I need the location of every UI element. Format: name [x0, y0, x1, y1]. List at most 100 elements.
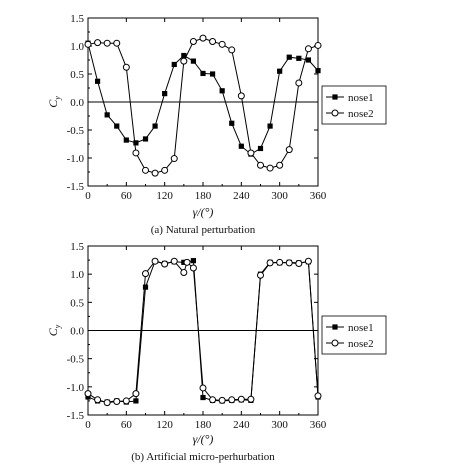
series-line-nose1: [87, 43, 319, 155]
data-point-nose1: [171, 61, 177, 68]
x-tick-label: 0: [85, 190, 91, 202]
data-point-nose1: [209, 71, 216, 77]
data-point-nose2: [170, 155, 178, 163]
chart-panel-2: 0 60 120 180 240 300 360 -1.5 -1.0 -0.5 0.0 0.5 1.0 1…: [46, 241, 387, 463]
data-point-nose2: [180, 57, 188, 65]
y-tick-label: 0.5: [70, 69, 84, 81]
data-point-nose2: [113, 397, 121, 405]
y-tick-label: 0.0: [70, 97, 84, 109]
data-point-nose2: [132, 149, 140, 157]
y-axis-label: Cy: [46, 96, 62, 108]
data-point-nose2: [304, 45, 312, 53]
data-point-nose1: [142, 136, 149, 142]
panel-caption: (b) Artificial micro-perhurbation: [131, 451, 275, 463]
data-point-nose2: [237, 92, 245, 100]
data-point-nose2: [228, 46, 236, 54]
data-point-nose2: [209, 38, 217, 46]
series-nose2: [84, 257, 322, 407]
data-point-nose1: [277, 68, 283, 74]
data-point-nose1: [305, 57, 312, 63]
data-point-nose2: [132, 390, 140, 398]
y-tick-label: 1.0: [70, 41, 84, 53]
data-point-nose2: [103, 399, 111, 407]
data-point-nose2: [257, 161, 264, 169]
data-point-nose2: [295, 79, 303, 87]
legend-marker-nose1: [332, 324, 338, 330]
x-tick-label: 300: [271, 190, 288, 202]
x-tick-label: 60: [121, 419, 133, 431]
y-tick-label: -0.5: [67, 125, 85, 137]
x-tick-label: 240: [233, 419, 250, 431]
y-tick-label: 1.5: [70, 241, 84, 253]
x-axis-label: γ/(°): [193, 205, 214, 219]
data-point-nose2: [183, 258, 191, 266]
series-line-nose2: [87, 260, 319, 404]
data-point-nose2: [247, 149, 255, 157]
data-point-nose2: [189, 38, 197, 46]
chart-panel-1: 0 60 120 180 240 300 360 -1.5 -1.0 -0.5 0.0 0.5 1.0 1…: [46, 13, 387, 236]
data-point-nose1: [257, 145, 264, 152]
data-point-nose1: [238, 143, 244, 149]
data-point-nose2: [314, 41, 322, 49]
legend-marker-nose1: [332, 94, 338, 100]
data-point-nose2: [276, 161, 284, 169]
x-tick-label: 240: [233, 190, 250, 202]
data-point-nose2: [180, 268, 188, 276]
y-tick-label: 1.5: [70, 13, 84, 25]
data-point-nose2: [266, 164, 274, 172]
data-point-nose2: [94, 39, 102, 47]
y-tick-label: 0.0: [70, 326, 84, 338]
legend: nose1 nose2: [321, 85, 387, 125]
data-point-nose2: [113, 39, 121, 47]
data-point-nose2: [218, 396, 226, 404]
data-point-nose1: [296, 55, 302, 61]
legend-box: [321, 315, 387, 355]
legend-label-nose1: nose1: [348, 322, 374, 334]
y-axis-label: Cy: [46, 324, 62, 336]
data-point-nose1: [123, 137, 129, 143]
data-point-nose2: [285, 259, 293, 267]
y-tick-label: -1.5: [67, 181, 85, 193]
data-point-nose2: [84, 390, 92, 398]
data-point-nose1: [114, 123, 120, 129]
data-point-nose1: [162, 91, 168, 97]
y-tick-label: 1.0: [70, 269, 84, 281]
data-point-nose2: [209, 396, 217, 404]
data-point-nose2: [228, 396, 236, 404]
data-point-nose2: [142, 270, 149, 278]
data-point-nose2: [122, 397, 130, 405]
data-point-nose2: [218, 40, 226, 48]
data-point-nose2: [199, 384, 207, 392]
x-tick-label: 120: [156, 190, 173, 202]
y-tick-label: -0.5: [67, 354, 85, 366]
legend-label-nose2: nose2: [348, 338, 374, 350]
data-point-nose2: [304, 257, 312, 265]
legend: nose1 nose2: [321, 315, 387, 355]
y-tick-label: -1.0: [67, 153, 85, 165]
data-point-nose2: [94, 396, 102, 404]
legend-label-nose1: nose1: [348, 92, 374, 104]
data-point-nose2: [257, 271, 264, 279]
data-point-nose2: [237, 395, 245, 403]
legend-marker-nose2: [331, 109, 339, 117]
data-point-nose2: [151, 257, 159, 265]
series-line-nose2: [87, 37, 319, 174]
x-tick-label: 180: [195, 419, 212, 431]
data-point-nose2: [276, 258, 284, 266]
data-point-nose1: [133, 398, 139, 404]
x-tick-label: 360: [310, 419, 327, 431]
data-point-nose2: [84, 40, 92, 48]
series-line-nose1: [87, 260, 319, 403]
series-nose1: [85, 40, 321, 157]
data-point-nose2: [161, 166, 169, 174]
data-point-nose2: [142, 166, 149, 174]
panel-caption: (a) Natural perturbation: [151, 224, 256, 236]
data-point-nose2: [122, 63, 130, 71]
data-point-nose1: [142, 284, 149, 290]
data-point-nose1: [229, 120, 235, 126]
data-point-nose1: [200, 394, 206, 401]
legend-box: [321, 85, 387, 125]
data-point-nose1: [190, 58, 197, 64]
data-point-nose1: [190, 258, 197, 264]
